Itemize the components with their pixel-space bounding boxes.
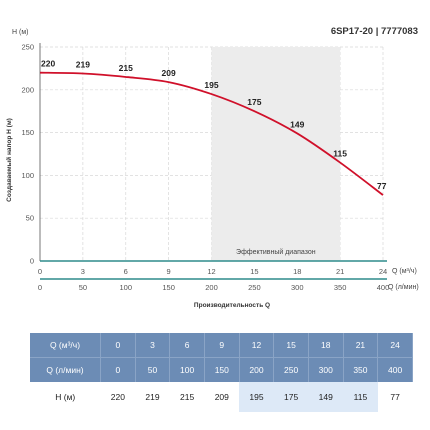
table-cell: 15 [273, 333, 309, 358]
table-cell: 400 [377, 357, 413, 382]
table-cell: 0 [100, 333, 136, 358]
y-tick-label: 150 [21, 128, 34, 137]
table-cell: 0 [100, 357, 136, 382]
x-axis-1-tick-label: 18 [293, 267, 301, 276]
table-cell: 149 [308, 382, 344, 412]
y-tick-label: 50 [26, 214, 34, 223]
table-cell: 215 [169, 382, 205, 412]
table-cell: 50 [135, 357, 171, 382]
data-label: 220 [41, 59, 55, 69]
x-axis-1-tick-label: 0 [38, 267, 42, 276]
x-axis-2-tick-label: 300 [291, 283, 304, 292]
table-cell: 220 [100, 382, 136, 412]
table-cell: 18 [308, 333, 344, 358]
table-cell: 115 [343, 382, 378, 412]
performance-table: Q (м³/ч) 0 3 6 9 12 15 18 21 24 Q (л/мин) 0 50 100 150… [30, 333, 413, 412]
table-row: Q (м³/ч) 0 3 6 9 12 15 18 21 24 [30, 333, 413, 358]
table-cell: 24 [377, 333, 413, 358]
x-axis-2-tick-label: 400 [377, 283, 390, 292]
table-cell: 6 [169, 333, 205, 358]
x-axis-1-tick-label: 12 [207, 267, 215, 276]
x-axis-2-tick-label: 50 [79, 283, 87, 292]
y-tick-label: 200 [21, 85, 34, 94]
table-cell: 150 [204, 357, 240, 382]
x-axis-1-unit-label: Q (м³/ч) [392, 268, 417, 275]
table-cell: 195 [239, 382, 274, 412]
table-cell: 219 [135, 382, 170, 412]
table-cell: 250 [273, 357, 309, 382]
series-line [39, 71, 384, 196]
efficient-range-zone: Эффективный диапазон [211, 47, 341, 261]
data-label: 115 [333, 149, 347, 159]
table-row: Н (м) 220 219 215 209 195 175 149 115 77 [30, 382, 413, 412]
table-cell: 209 [204, 382, 240, 412]
x-axis-2-tick-label: 200 [205, 283, 218, 292]
data-label: 219 [76, 60, 90, 70]
table-cell: 100 [169, 357, 205, 382]
data-label: 209 [162, 68, 176, 78]
efficient-range-label: Эффективный диапазон [236, 248, 316, 256]
table-cell: 200 [239, 357, 275, 382]
y-axis-title: Создаваемый напор Н (м) [5, 118, 13, 202]
y-unit-label: Н (м) [12, 29, 28, 36]
x-axis-title: Производительность Q [194, 302, 270, 309]
data-label: 195 [204, 80, 218, 90]
table-cell: 175 [273, 382, 309, 412]
x-axis-2-tick-label: 350 [334, 283, 347, 292]
y-tick-label: 0 [30, 257, 34, 266]
efficient-range-band [211, 47, 341, 261]
data-label: 77 [377, 181, 387, 191]
data-labels: 220 219 215 209 195 175 149 115 77 [41, 59, 387, 191]
row-header: Q (м³/ч) [30, 333, 101, 358]
data-label: 175 [247, 97, 261, 107]
x-axis-1-tick-label: 15 [250, 267, 258, 276]
table-cell: 21 [343, 333, 379, 358]
row-header: Н (м) [30, 382, 101, 412]
x-axis-2-tick-label: 0 [38, 283, 42, 292]
x-axis-2-tick-label: 100 [119, 283, 132, 292]
y-tick-label: 100 [21, 171, 34, 180]
x-axis-2-tick-label: 250 [248, 283, 261, 292]
table-cell: 3 [135, 333, 171, 358]
table-cell: 9 [204, 333, 240, 358]
row-header: Q (л/мин) [30, 357, 101, 382]
table-cell: 300 [308, 357, 344, 382]
data-label: 215 [119, 63, 133, 73]
series-layer [39, 71, 384, 196]
data-label: 149 [290, 119, 304, 129]
x-axis-1-tick-label: 21 [336, 267, 344, 276]
x-axis-1-tick-label: 6 [124, 267, 128, 276]
x-axis-2-unit-label: Q (л/мин) [388, 284, 419, 291]
y-tick-label: 250 [21, 43, 34, 52]
table-cell: 350 [343, 357, 379, 382]
x-axis-1-tick-label: 3 [81, 267, 85, 276]
chart-title: 6SP17-20 | 7777083 [331, 26, 418, 37]
table-cell: 77 [377, 382, 413, 412]
x-axis-2-tick-label: 150 [162, 283, 175, 292]
x-axis-1-tick-label: 24 [379, 267, 387, 276]
x-axis-1-tick-label: 9 [167, 267, 171, 276]
axes: 0 50 100 150 200 250 0 3 6 9 12 15 18 21 24 0 50 100 150 20… [21, 43, 389, 293]
table-cell: 12 [239, 333, 275, 358]
table-row: Q (л/мин) 0 50 100 150 200 250 300 350 400 [30, 357, 413, 382]
